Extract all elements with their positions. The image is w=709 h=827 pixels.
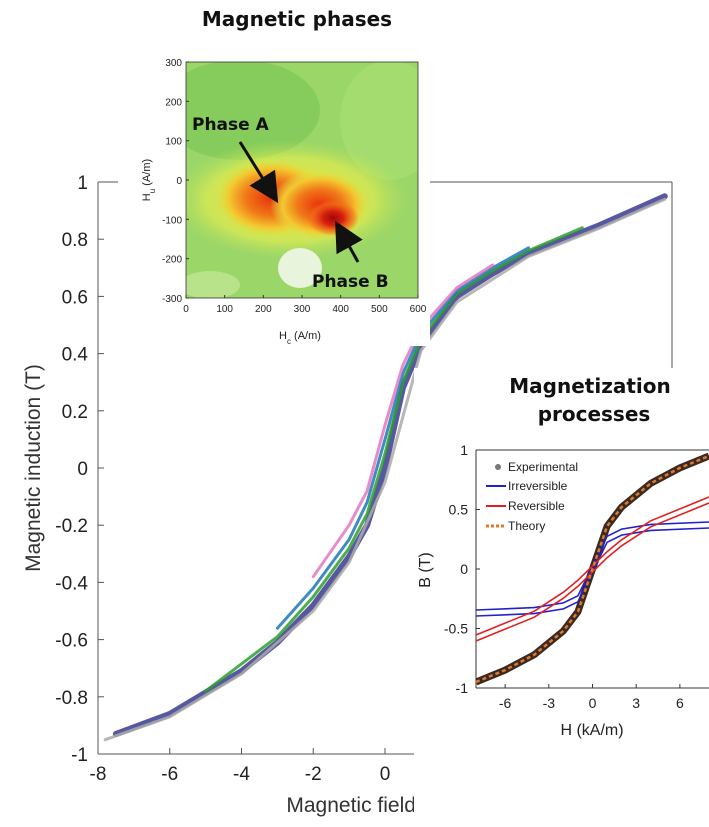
- inset-x-tick-label: 3: [632, 695, 640, 711]
- main-y-tick-label: 0.8: [62, 230, 88, 251]
- main-x-tick-label: -6: [161, 764, 178, 785]
- heatmap-x-tick-label: 200: [255, 304, 272, 315]
- inset-y-tick-label: -0.5: [444, 621, 468, 637]
- heatmap-x-tick-label: 100: [216, 304, 233, 315]
- inset-x-tick-label: 0: [589, 695, 597, 711]
- inset-x-tick-label: -3: [543, 695, 556, 711]
- inset-x-tick-label: 6: [676, 695, 684, 711]
- heatmap: [186, 62, 418, 298]
- heatmap-y-tick-label: -300: [162, 294, 182, 305]
- main-series-line: [204, 226, 584, 693]
- main-y-tick-label: 0.2: [62, 402, 88, 423]
- main-x-tick-label: 0: [380, 764, 391, 785]
- main-series-line: [275, 246, 530, 630]
- heatmap-region: [186, 271, 240, 298]
- main-y-tick-label: 0.6: [62, 287, 88, 308]
- inset-series-reversible: [476, 496, 709, 636]
- heatmap-x-tick-label: 400: [332, 304, 349, 315]
- main-series: [103, 193, 668, 742]
- processes-title-line1: Magnetization: [509, 374, 670, 398]
- main-chart: -8-6-4-202468-1-0.8-0.6-0.4-0.200.20.40.…: [22, 173, 677, 817]
- inset-series: [476, 452, 709, 686]
- heatmap-ticks: 0 100 200 300 400 500 600 300 200 100 0 -100 -200 -30…: [162, 58, 427, 315]
- main-y-tick-label: 0.4: [62, 345, 89, 366]
- phase-a-arrow: [238, 141, 279, 204]
- heatmap-x-tick-label: 600: [410, 304, 427, 315]
- main-y-tick-label: -0.4: [55, 573, 88, 594]
- inset-y-label: B (T): [417, 552, 434, 588]
- main-series-line: [311, 263, 495, 579]
- main-x-tick-label: -4: [233, 764, 250, 785]
- inset-y-tick-label: 0: [460, 561, 468, 577]
- heatmap-y-tick-label: -200: [162, 255, 182, 266]
- main-x-tick-label: -8: [90, 764, 107, 785]
- main-y-tick-label: -1: [71, 745, 88, 766]
- phases-title: Magnetic phases: [202, 7, 392, 31]
- legend-label-theory: Theory: [508, 519, 545, 533]
- processes-inset-background: [414, 368, 709, 827]
- legend-marker-experimental: [495, 464, 501, 470]
- heatmap-region: [278, 248, 322, 288]
- main-y-tick-label: 0: [77, 459, 88, 480]
- legend-label-reversible: Reversible: [508, 499, 565, 513]
- heatmap-y-tick-label: 100: [165, 137, 182, 148]
- heatmap-region: [340, 62, 418, 180]
- heatmap-x-tick-label: 300: [294, 304, 311, 315]
- phases-inset: Magnetic phases 0 100 200 300 400 500 600 300 20…: [118, 7, 430, 346]
- inset-x-tick-label: -6: [499, 695, 512, 711]
- inset-y-tick-label: -1: [456, 680, 469, 696]
- processes-title-line2: processes: [538, 402, 651, 426]
- inset-x-label: H (kA/m): [560, 722, 623, 739]
- main-y-tick-label: -0.2: [55, 516, 88, 537]
- heatmap-y-tick-label: 200: [165, 97, 182, 108]
- inset-y-tick-label: 1: [460, 442, 468, 458]
- main-y-tick-label: -0.6: [55, 631, 88, 652]
- inset-y-tick-label: 0.5: [449, 502, 469, 518]
- main-x-tick-label: -2: [305, 764, 322, 785]
- inset-legend: Experimental Irreversible Reversible The…: [486, 460, 578, 533]
- legend-label-experimental: Experimental: [508, 460, 578, 474]
- phase-b-label: Phase B: [312, 272, 389, 292]
- main-ticks: -8-6-4-202468-1-0.8-0.6-0.4-0.200.20.40.…: [55, 173, 677, 785]
- phase-b-arrow: [335, 220, 363, 263]
- heatmap-phase-b-region: [307, 200, 359, 236]
- main-series-line: [103, 197, 667, 742]
- processes-inset: Magnetization processes -6 -3 0 3 6 1 0.5 0 -0.5…: [414, 368, 709, 827]
- heatmap-region: [186, 62, 320, 160]
- heatmap-y-tick-label: 300: [165, 58, 182, 69]
- inset-series-theory: [476, 454, 709, 684]
- heatmap-y-tick-label: 0: [176, 176, 182, 187]
- phase-a-label: Phase A: [192, 115, 270, 135]
- inset-ticks: -6 -3 0 3 6 1 0.5 0 -0.5 -1: [444, 442, 684, 711]
- main-y-tick-label: 1: [77, 173, 88, 194]
- main-y-tick-label: -0.8: [55, 688, 88, 709]
- heatmap-y-tick-label: -100: [162, 215, 182, 226]
- legend-label-irreversible: Irreversible: [508, 479, 568, 493]
- heatmap-x-tick-label: 0: [183, 304, 189, 315]
- main-y-label: Magnetic induction (T): [22, 364, 45, 572]
- heatmap-x-tick-label: 500: [371, 304, 388, 315]
